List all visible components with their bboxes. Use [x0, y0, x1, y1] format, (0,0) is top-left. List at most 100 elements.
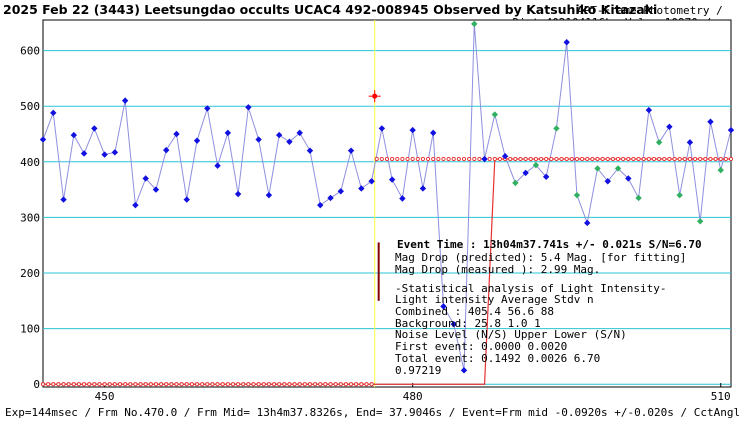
model-point [698, 156, 703, 162]
x-tick-label: 450 [95, 390, 115, 403]
data-point [255, 136, 262, 143]
model-point [651, 156, 657, 162]
model-point [451, 156, 456, 162]
data-point [542, 173, 550, 181]
data-point [584, 219, 591, 227]
model-point [718, 156, 723, 162]
model-point [225, 382, 230, 387]
model-point [395, 156, 400, 162]
model-point [580, 156, 585, 162]
model-point [405, 156, 410, 162]
data-point [686, 139, 694, 146]
model-point [51, 382, 56, 387]
model-point [61, 382, 66, 387]
model-point [200, 382, 205, 387]
model-point [251, 382, 256, 387]
model-point [508, 156, 513, 162]
model-point [533, 156, 538, 162]
model-point [87, 382, 92, 387]
data-point [419, 185, 427, 192]
model-point [615, 156, 621, 162]
model-point [364, 382, 369, 387]
model-point [184, 382, 189, 387]
model-point [256, 382, 261, 387]
grid-lines [43, 50, 731, 385]
model-point [528, 156, 533, 162]
model-point [621, 156, 626, 162]
data-point [553, 125, 560, 132]
model-point [390, 156, 395, 162]
model-point [384, 156, 390, 162]
data-point [614, 165, 622, 172]
model-point [138, 382, 143, 387]
model-point [241, 382, 246, 387]
data-point [111, 149, 119, 156]
model-point [220, 382, 225, 387]
model-point [569, 156, 574, 162]
model-point [112, 382, 117, 387]
y-tick-label: 600 [20, 45, 40, 58]
model-point [657, 156, 662, 162]
model-point [497, 156, 503, 162]
data-point [696, 218, 704, 225]
x-tick-label: 510 [711, 390, 731, 403]
model-point [713, 156, 718, 162]
data-point [481, 155, 488, 163]
annotation-block: Event Time : 13h04m37.741s +/- 0.021s S/… [395, 238, 702, 377]
model-point [153, 382, 159, 387]
data-point [142, 175, 149, 182]
stat-header: -Statistical analysis of Light Intensity… [395, 282, 667, 295]
data-point [666, 123, 673, 130]
data-point [234, 190, 242, 198]
model-point [292, 382, 297, 387]
model-point [71, 382, 76, 387]
model-point [282, 382, 287, 387]
data-point [358, 185, 365, 192]
model-point [431, 156, 436, 162]
data-point [522, 169, 529, 177]
model-point [605, 156, 610, 162]
data-point [193, 137, 201, 144]
model-point [420, 156, 425, 162]
data-point [501, 153, 509, 160]
model-point [107, 382, 112, 387]
data-point [655, 139, 663, 146]
data-point [594, 165, 601, 172]
model-point [492, 156, 497, 162]
data-point [625, 175, 632, 182]
data-point [368, 178, 375, 185]
model-point [595, 156, 600, 162]
model-point [379, 156, 384, 162]
data-point [327, 194, 334, 202]
model-point [287, 382, 292, 387]
model-point [626, 156, 631, 162]
model-point [703, 156, 708, 162]
data-point [460, 367, 468, 374]
data-point [563, 39, 570, 46]
data-point [388, 176, 396, 183]
model-point [40, 382, 46, 387]
model-point [549, 156, 554, 162]
noise-first: First event: 0.0000 0.0020 [395, 340, 567, 353]
model-point [477, 156, 482, 162]
data-point [152, 186, 160, 193]
model-point [518, 156, 523, 162]
model-point [487, 156, 492, 162]
model-point [554, 156, 559, 162]
model-point [271, 382, 277, 387]
mag-drop-predicted: Mag Drop (predicted): 5.4 Mag. [for fitt… [395, 251, 686, 264]
model-point [585, 156, 590, 162]
model-point [400, 156, 405, 162]
model-point [246, 382, 251, 387]
data-point [101, 151, 108, 158]
data-point [60, 196, 67, 203]
model-point [426, 156, 431, 162]
model-point [189, 382, 194, 387]
model-point [523, 156, 528, 162]
y-tick-label: 300 [20, 211, 40, 224]
model-point [641, 156, 646, 162]
data-point [337, 188, 344, 195]
model-point [359, 382, 364, 387]
model-point [538, 156, 544, 162]
